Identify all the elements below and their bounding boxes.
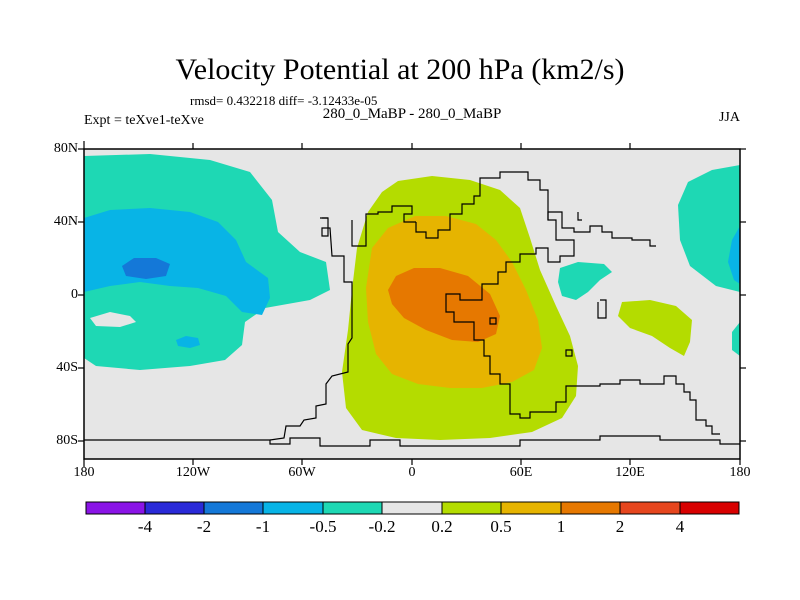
experiment-label: Expt = teXve1-teXve [84,113,204,128]
colorbar-box-6 [381,501,443,515]
coastline-americas [269,205,416,441]
colorbar-box-1 [85,501,146,515]
coastline-africa [415,171,575,419]
colorbar-label: -0.2 [368,517,396,536]
colorbar-box-4 [262,501,324,515]
lat-label-40s: 40S [56,360,78,375]
colorbar-label: 4 [675,517,685,536]
colorbar [85,501,740,515]
case-label: 280_0_MaBP - 280_0_MaBP [322,106,502,122]
lat-label-eq: 0 [71,287,78,302]
colorbar-box-11 [679,501,740,515]
lon-label-0: 0 [408,465,416,480]
colorbar-label: 0.2 [431,517,453,536]
contour-pos-02-east [618,300,692,356]
plot-title: Velocity Potential at 200 hPa (km2/s) [175,53,625,86]
colorbar-box-5 [322,501,383,515]
stats-label: rmsd= 0.432218 diff= -3.12433e-05 [190,93,378,108]
contour-neg-05-west [84,208,270,315]
contour-neg-05-east [728,226,740,284]
lon-label-180w: 180 [73,465,95,480]
colorbar-box-7 [441,501,502,515]
lon-label-60w: 60W [288,465,316,480]
colorbar-label: -4 [137,517,153,536]
contour-neg-02-mid [558,262,612,300]
coastline-australia [574,299,720,435]
colorbar-label: -2 [196,517,212,536]
lon-label-120e: 120E [615,465,645,480]
season-label: JJA [718,110,740,125]
colorbar-box-10 [619,501,681,515]
lon-label-120w: 120W [175,465,211,480]
contour-neutral-hole [90,312,136,327]
axis-ticks [78,141,746,467]
colorbar-box-9 [560,501,621,515]
colorbar-label: 2 [615,517,625,536]
lat-label-40n: 40N [53,214,78,229]
colorbar-box-2 [144,501,205,515]
colorbar-label: 1 [556,517,566,536]
coastline-antarctica [84,435,740,447]
coastline-islands [322,217,573,357]
lat-label-80n: 80N [53,141,78,156]
coastline-eurasia [547,211,656,247]
colorbar-label: -0.5 [309,517,337,536]
contour-neg-02-east-lower [732,322,740,356]
coastlines [84,171,740,447]
contour-neg-05-small [176,336,200,348]
lon-label-60e: 60E [509,465,533,480]
colorbar-label: -1 [255,517,271,536]
contour-neg-1-west [122,258,170,279]
lon-label-180e: 180 [729,465,751,480]
contour-pos-1 [388,268,500,342]
colorbar-label: 0.5 [490,517,512,536]
colorbar-box-3 [203,501,264,515]
contour-neg-02-east [678,165,740,292]
colorbar-box-8 [500,501,562,515]
contour-fills [84,154,740,440]
lat-label-80s: 80S [56,433,78,448]
